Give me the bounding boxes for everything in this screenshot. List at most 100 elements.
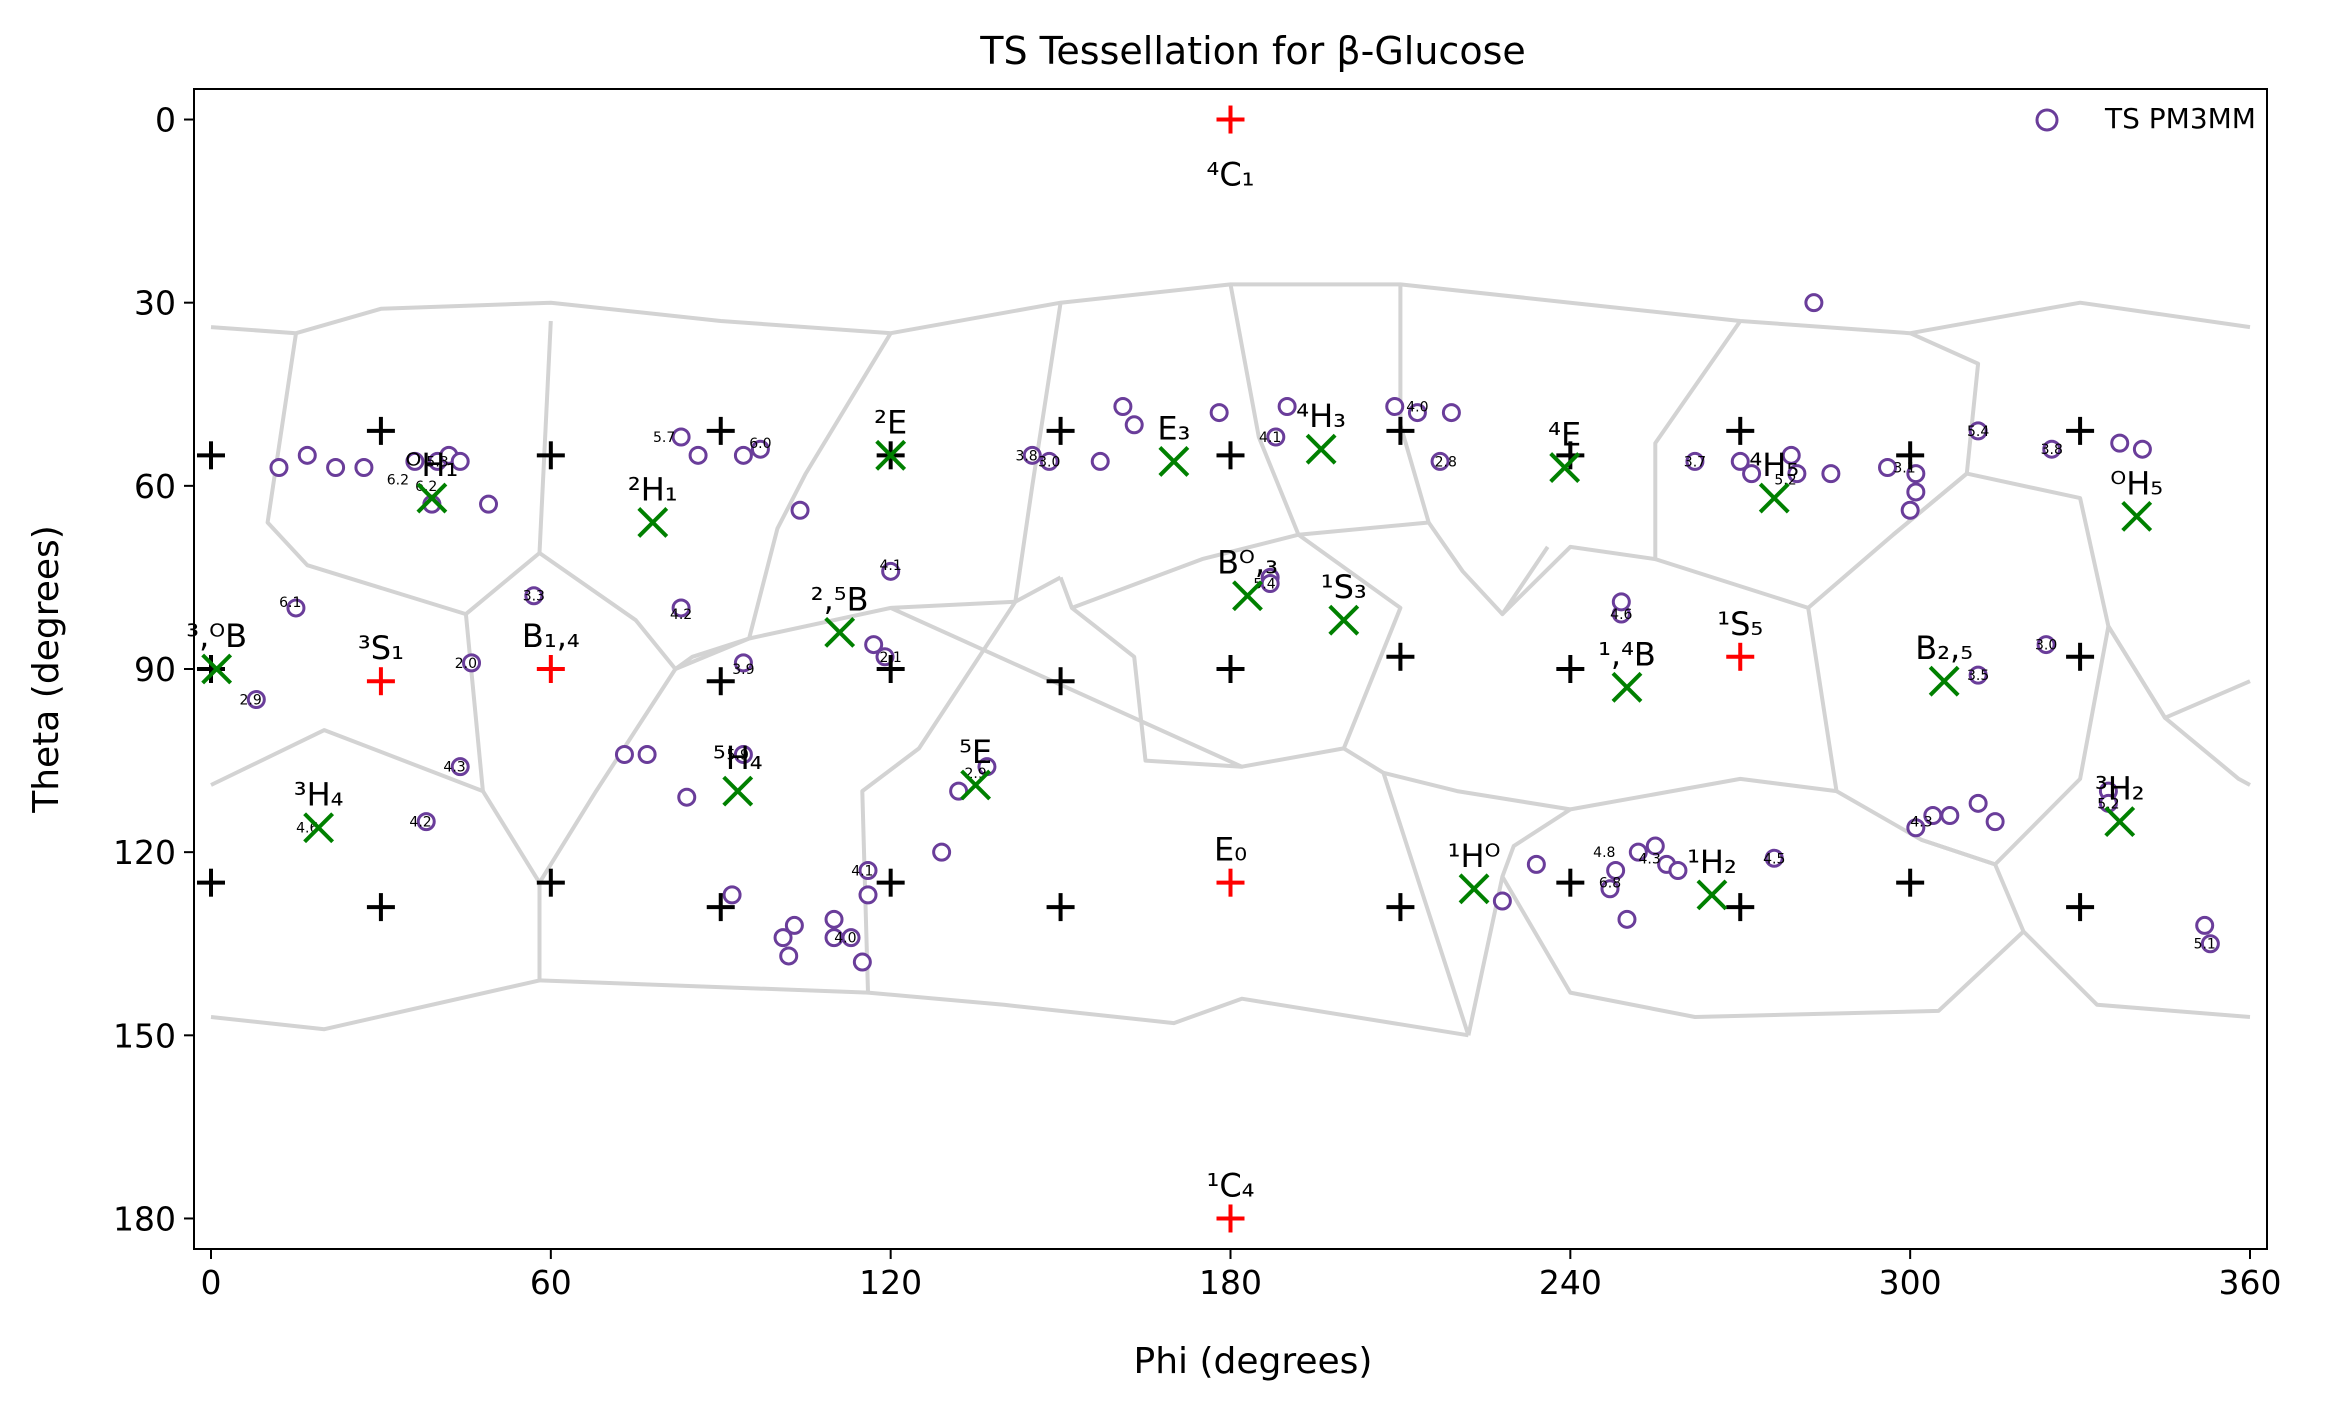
grid-point-6 — [1216, 441, 1245, 470]
ts-point-10 — [286, 598, 306, 618]
grid-point-22 — [536, 868, 565, 897]
center-label: B₂,₅ — [1915, 629, 1973, 667]
ts-energy-label: 3.3 — [523, 589, 545, 605]
center-label: ³,ᴼB — [186, 617, 247, 655]
ts-point-9 — [479, 494, 499, 514]
center-point-9 — [824, 616, 856, 648]
grid-point-20 — [196, 868, 225, 897]
center-label: ²E — [874, 403, 907, 441]
grid-point-26 — [1386, 893, 1415, 922]
center-point-7 — [1758, 482, 1790, 514]
canonical-label: ⁴C₁ — [1207, 156, 1255, 194]
ts-energy-label: 6.8 — [1599, 876, 1621, 892]
ts-energy-label: 3.0 — [1038, 454, 1060, 470]
legend: TS PM3MM — [2035, 102, 2256, 135]
x-tick-label: 120 — [859, 1263, 922, 1302]
ts-point-58 — [1611, 592, 1631, 612]
canonical-label: ³S₁ — [358, 629, 404, 667]
ts-point-82 — [1600, 879, 1620, 899]
ts-energy-label: 3.8 — [2041, 442, 2063, 458]
ts-point-85 — [1628, 842, 1648, 862]
center-label: ⁴H₅ — [1749, 446, 1799, 484]
ts-energy-label: 3.5 — [1967, 668, 1989, 684]
center-label: ³H₂ — [2095, 770, 2145, 808]
ts-point-18 — [688, 445, 708, 465]
ts-point-86 — [1645, 836, 1665, 856]
ts-point-61 — [1742, 464, 1762, 484]
ts-point-38 — [824, 909, 844, 929]
ts-point-20 — [750, 439, 770, 459]
ts-energy-label: 5.4 — [1253, 577, 1275, 593]
center-point-2 — [637, 507, 669, 538]
x-tick-label: 360 — [2219, 1263, 2282, 1302]
tessellation-edge-6 — [674, 636, 750, 671]
grid-point-16 — [1216, 655, 1245, 683]
ts-energy-label: 4.5 — [1763, 851, 1785, 867]
center-point-0 — [201, 653, 233, 685]
ts-energy-label: 5.7 — [653, 430, 675, 446]
y-tick-label: 120 — [113, 833, 176, 872]
grid-point-12 — [196, 655, 225, 683]
x-tick-label: 60 — [530, 1263, 572, 1302]
ts-energy-label: 4.0 — [1406, 399, 1428, 415]
center-point-5 — [1305, 433, 1337, 465]
grid-point-19 — [2066, 642, 2095, 671]
grid-point-24 — [876, 868, 905, 897]
grid-point-28 — [1726, 893, 1755, 922]
ts-point-26 — [614, 744, 634, 764]
y-axis-label: Theta (degrees) — [26, 525, 67, 814]
tessellation-edge-16 — [1241, 746, 1471, 1036]
ts-energy-label: 3.0 — [2035, 638, 2057, 654]
canonical-label: B₁,₄ — [522, 617, 580, 655]
ts-energy-label: 5.4 — [1967, 424, 1989, 440]
ts-energy-label: 4.8 — [1593, 845, 1615, 861]
grid-point-13 — [706, 667, 735, 696]
grid-point-17 — [1386, 642, 1415, 671]
ts-point-14 — [416, 812, 436, 832]
center-label: ²,⁵B — [811, 580, 869, 618]
tessellation-edge-15 — [1466, 557, 1839, 1036]
y-tick-label: 180 — [113, 1199, 176, 1238]
x-tick-label: 0 — [200, 1263, 221, 1302]
center-point-1 — [416, 482, 448, 514]
canonical-point-1 — [366, 667, 395, 696]
ts-point-62 — [1781, 445, 1801, 465]
tessellation-edge-10 — [889, 576, 1244, 769]
grid-point-0 — [196, 441, 225, 470]
ts-energy-label: 3.1 — [1893, 461, 1915, 477]
ts-point-40 — [779, 946, 799, 966]
ts-energy-label: 2.0 — [455, 656, 477, 672]
center-label: ⁴H₃ — [1296, 397, 1346, 435]
center-label: ³H₄ — [294, 776, 344, 814]
canonical-point-3 — [1726, 642, 1755, 671]
ts-energy-label: 5.2 — [1774, 473, 1796, 489]
axes: 0 60 120 180 240 300 360 0 30 60 90 120 150 180 — [113, 101, 2282, 1302]
ts-point-34 — [858, 885, 878, 905]
ts-energy-label: 4.2 — [409, 815, 431, 831]
ts-point-28 — [677, 787, 697, 807]
center-label: ¹H₂ — [1687, 843, 1737, 881]
center-point-13 — [1928, 665, 1960, 697]
ts-energy-label: 4.6 — [1610, 607, 1632, 623]
canonical-point-5 — [1216, 1204, 1245, 1233]
grid-point-9 — [1726, 416, 1755, 445]
ts-point-21 — [790, 500, 810, 520]
ts-point-70 — [2042, 439, 2062, 459]
ts-point-47 — [1124, 415, 1144, 435]
ts-point-3 — [354, 458, 374, 478]
ts-energy-label: 3.7 — [1684, 454, 1706, 470]
grid-point-15 — [1046, 667, 1075, 696]
ts-point-46 — [1113, 396, 1133, 416]
ts-energy-label: 6.0 — [749, 436, 771, 452]
center-point-6 — [1549, 452, 1581, 483]
ts-energy-label: 6.1 — [279, 595, 301, 611]
ts-point-11 — [462, 653, 482, 673]
ts-point-73 — [2036, 635, 2056, 655]
ts-point-45 — [1090, 451, 1110, 471]
ts-energy-label: 4.2 — [670, 607, 692, 623]
ts-energy-label: 5.3 — [426, 454, 448, 470]
ts-point-88 — [1668, 860, 1688, 880]
center-point-10 — [1232, 580, 1263, 612]
ts-point-39 — [773, 928, 793, 948]
tessellation-edge-24 — [1500, 875, 2025, 1019]
